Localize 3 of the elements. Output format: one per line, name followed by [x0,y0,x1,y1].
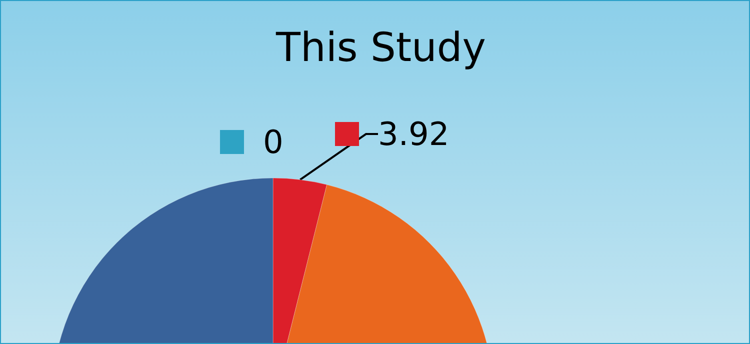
data-label: 3.92 [378,115,450,153]
text: 0 [263,123,284,161]
chart-title: This Study [275,25,486,71]
